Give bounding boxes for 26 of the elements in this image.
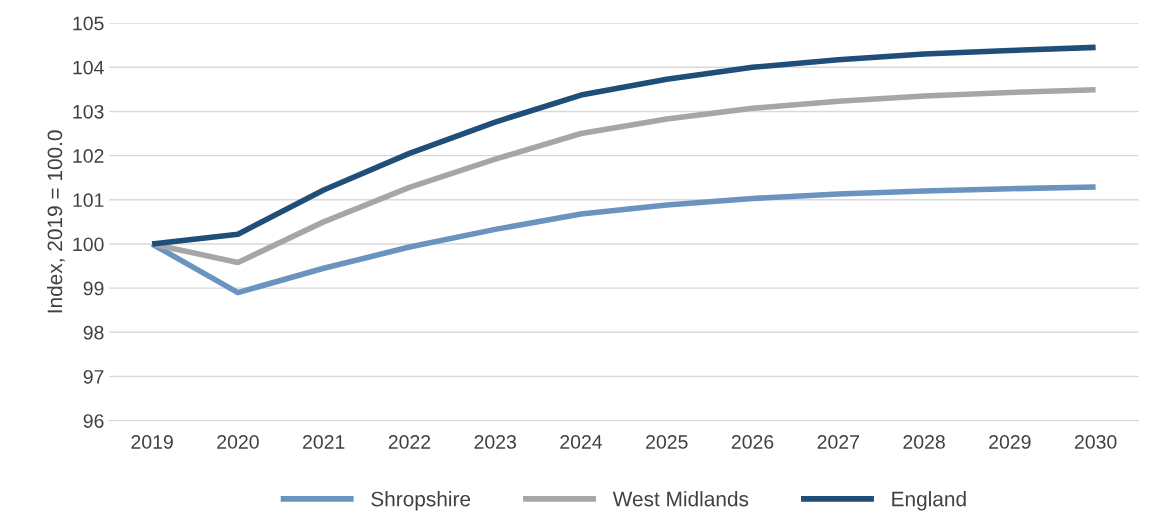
legend-label: West Midlands bbox=[612, 491, 749, 507]
y-axis-title: Index, 2019 = 100.0 bbox=[46, 130, 65, 313]
legend-label: England bbox=[892, 491, 966, 511]
x-tick-label: 2021 bbox=[303, 435, 345, 449]
y-tick-label: 100 bbox=[73, 237, 104, 252]
y-tick-label: 102 bbox=[73, 149, 104, 163]
x-tick-label: 2029 bbox=[989, 435, 1031, 449]
y-tick-label: 101 bbox=[73, 193, 104, 208]
x-tick-label: 2027 bbox=[817, 435, 859, 449]
x-tick-label: 2023 bbox=[474, 435, 516, 449]
y-tick-label: 104 bbox=[73, 60, 104, 75]
x-tick-label: 2024 bbox=[560, 435, 603, 449]
y-tick-label: 96 bbox=[83, 414, 104, 428]
x-tick-label: 2030 bbox=[1074, 435, 1117, 449]
x-tick-label: 2025 bbox=[646, 435, 688, 449]
y-tick-label: 97 bbox=[83, 369, 104, 384]
x-tick-label: 2022 bbox=[388, 435, 431, 449]
x-tick-label: 2026 bbox=[731, 435, 774, 449]
legend-label: Shropshire bbox=[371, 491, 471, 511]
y-tick-label: 98 bbox=[83, 325, 104, 340]
x-tick-label: 2028 bbox=[903, 435, 945, 449]
y-tick-label: 105 bbox=[73, 16, 104, 31]
x-tick-label: 2019 bbox=[131, 435, 173, 449]
y-tick-label: 99 bbox=[83, 281, 104, 296]
x-tick-label: 2020 bbox=[217, 435, 259, 449]
y-tick-label: 103 bbox=[73, 104, 104, 119]
